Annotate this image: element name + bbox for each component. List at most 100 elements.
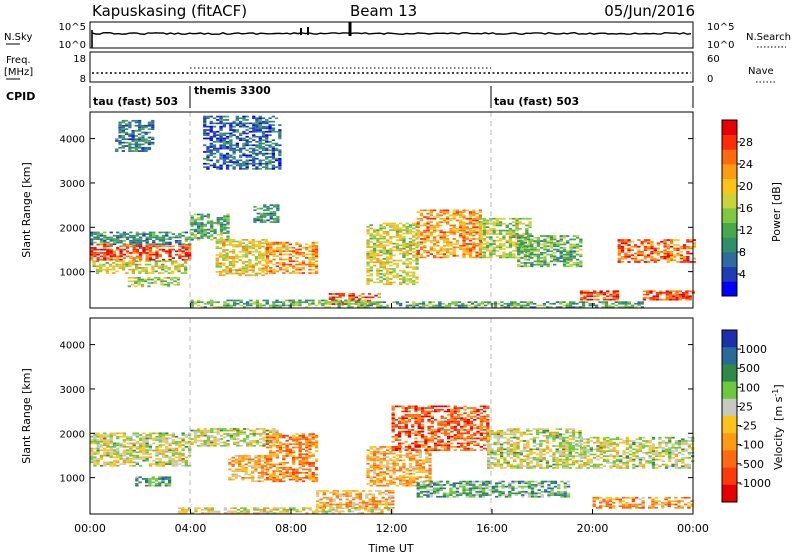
heatmap-cell — [125, 262, 129, 264]
heatmap-cell — [147, 121, 152, 124]
heatmap-cell — [442, 256, 447, 259]
heatmap-cell — [132, 241, 136, 244]
heatmap-cell — [493, 302, 498, 305]
heatmap-cell — [449, 233, 453, 235]
heatmap-cell — [116, 241, 120, 244]
heatmap-cell — [376, 457, 380, 460]
heatmap-cell — [228, 267, 232, 270]
heatmap-cell — [499, 229, 503, 232]
heatmap-cell — [210, 429, 214, 432]
heatmap-cell — [340, 304, 344, 307]
heatmap-cell — [257, 475, 261, 477]
heatmap-cell — [529, 302, 533, 305]
heatmap-cell — [399, 304, 403, 307]
heatmap-cell — [288, 450, 292, 452]
heatmap-cell — [129, 449, 133, 452]
heatmap-cell — [206, 215, 211, 217]
heatmap-cell — [499, 255, 503, 257]
heatmap-cell — [464, 306, 468, 308]
heatmap-cell — [269, 434, 273, 437]
heatmap-cell — [219, 227, 224, 229]
heatmap-cell — [225, 154, 230, 157]
heatmap-cell — [329, 496, 333, 499]
freq-label-line2: [MHz] — [4, 67, 33, 78]
heatmap-cell — [103, 440, 107, 443]
heatmap-cell — [258, 129, 262, 131]
heatmap-cell — [238, 255, 242, 258]
heatmap-cell — [210, 238, 214, 241]
heatmap-cell — [666, 259, 670, 262]
heatmap-cell — [238, 455, 242, 457]
heatmap-cell — [292, 461, 296, 464]
heatmap-cell — [348, 495, 353, 497]
heatmap-cell — [659, 298, 663, 301]
heatmap-cell — [439, 229, 443, 232]
heatmap-cell — [642, 293, 647, 296]
heatmap-cell — [660, 256, 664, 258]
heatmap-cell — [261, 162, 266, 165]
heatmap-cell — [255, 120, 259, 123]
heatmap-cell — [475, 219, 479, 222]
heatmap-cell — [129, 255, 133, 258]
heatmap-cell — [219, 117, 223, 120]
heatmap-cell — [371, 496, 375, 499]
heatmap-cell — [475, 231, 479, 234]
heatmap-cell — [288, 478, 292, 481]
heatmap-cell — [366, 473, 370, 475]
heatmap-cell — [144, 280, 148, 283]
heatmap-cell — [106, 257, 110, 259]
heatmap-cell — [145, 444, 149, 446]
heatmap-cell — [112, 449, 117, 451]
heatmap-cell — [426, 255, 430, 257]
heatmap-cell — [627, 254, 631, 256]
heatmap-cell — [121, 131, 125, 134]
heatmap-cell — [321, 302, 325, 305]
heatmap-cell — [206, 431, 211, 434]
heatmap-cell — [103, 240, 107, 242]
heatmap-cell — [268, 134, 272, 136]
heatmap-cell — [239, 299, 243, 302]
heatmap-cell — [219, 223, 224, 226]
heatmap-cell — [238, 465, 242, 467]
heatmap-cell — [663, 254, 667, 256]
heatmap-cell — [389, 249, 393, 252]
heatmap-cell — [269, 272, 273, 274]
heatmap-cell — [278, 445, 283, 447]
heatmap-cell — [386, 276, 390, 279]
heatmap-cell — [226, 439, 230, 442]
heatmap-cell — [264, 264, 268, 266]
heatmap-cell — [650, 240, 654, 243]
heatmap-cell — [366, 274, 370, 277]
heatmap-cell — [161, 461, 166, 464]
heatmap-cell — [515, 238, 519, 240]
heatmap-cell — [549, 253, 554, 256]
heatmap-cell — [174, 456, 179, 459]
heatmap-cell — [206, 115, 210, 118]
heatmap-cell — [132, 240, 136, 242]
heatmap-cell — [247, 455, 252, 457]
heatmap-cell — [212, 152, 217, 155]
heatmap-cell — [262, 436, 266, 439]
heatmap-cell — [382, 268, 386, 270]
heatmap-cell — [325, 498, 330, 501]
heatmap-cell — [121, 268, 126, 271]
heatmap-cell — [242, 164, 246, 167]
heatmap-cell — [178, 453, 182, 455]
heatmap-cell — [245, 159, 249, 162]
heatmap-cell — [305, 460, 309, 462]
heatmap-cell — [155, 238, 159, 240]
heatmap-cell — [128, 124, 132, 127]
heatmap-cell — [308, 246, 312, 249]
heatmap-cell — [255, 154, 259, 157]
heatmap-cell — [379, 263, 383, 265]
heatmap-cell — [158, 245, 162, 248]
heatmap-cell — [258, 122, 262, 125]
heatmap-cell — [617, 240, 621, 243]
heatmap-cell — [184, 267, 188, 269]
heatmap-cell — [215, 262, 219, 265]
heatmap-cell — [337, 301, 341, 303]
heatmap-cell — [479, 236, 483, 239]
heatmap-cell — [121, 136, 125, 139]
heatmap-cell — [468, 217, 473, 220]
heatmap-cell — [235, 149, 239, 152]
